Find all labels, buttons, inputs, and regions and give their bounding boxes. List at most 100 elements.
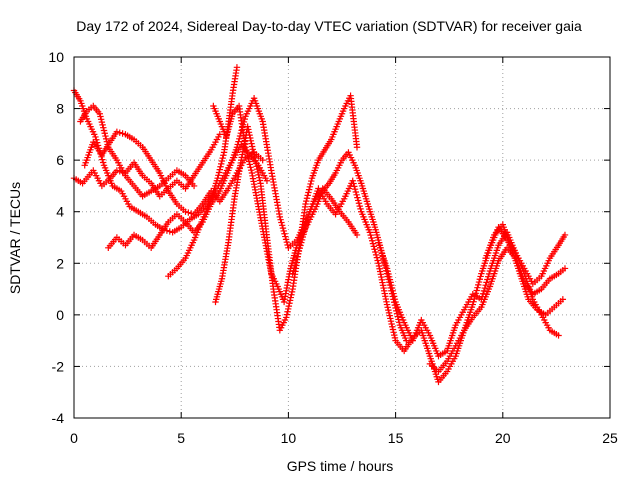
data-point [298, 239, 305, 246]
data-point [291, 261, 299, 269]
x-tick-label: 25 [602, 430, 618, 446]
data-point [297, 242, 304, 249]
data-point [245, 126, 252, 133]
data-point [284, 305, 292, 313]
data-point [287, 294, 294, 301]
data-point [214, 174, 221, 182]
data-point [277, 216, 284, 223]
data-point [351, 183, 358, 190]
data-point [469, 301, 476, 308]
data-point [284, 308, 291, 315]
data-point [384, 268, 391, 275]
data-point [102, 135, 110, 143]
data-point [276, 213, 284, 221]
series-track-10 [375, 229, 569, 360]
data-point [281, 230, 288, 237]
data-point [235, 138, 242, 145]
data-point [371, 246, 378, 253]
data-point [388, 282, 395, 289]
x-tick-label: 15 [388, 430, 404, 446]
data-point [113, 167, 121, 174]
data-point [561, 265, 569, 272]
data-point [294, 253, 301, 260]
data-point [385, 309, 393, 317]
data-point [356, 202, 363, 210]
data-point [282, 233, 289, 240]
data-point [259, 156, 266, 164]
data-point [244, 123, 251, 130]
data-point [308, 177, 315, 185]
data-point [391, 331, 398, 339]
data-point [384, 304, 391, 311]
data-point [263, 177, 271, 184]
data-point [391, 295, 399, 303]
data-point [248, 166, 255, 174]
data-point [190, 182, 198, 190]
data-point [388, 284, 396, 292]
data-point [304, 216, 311, 224]
data-point [393, 310, 401, 317]
data-point [283, 238, 291, 246]
data-point [185, 209, 192, 216]
data-point [306, 183, 314, 190]
data-point [387, 279, 394, 286]
data-point [302, 222, 310, 229]
data-point [475, 281, 482, 289]
data-point [385, 306, 392, 314]
data-point [278, 219, 285, 226]
data-point [483, 279, 490, 286]
data-point [116, 168, 123, 175]
data-point [284, 241, 291, 249]
data-point [250, 151, 258, 159]
data-point [386, 312, 393, 319]
data-point [245, 155, 252, 162]
data-point [242, 144, 249, 151]
data-point [561, 231, 569, 239]
data-point [369, 237, 376, 244]
data-point [119, 130, 126, 137]
data-point [219, 154, 226, 162]
data-point [473, 287, 480, 294]
data-point [302, 200, 309, 208]
data-point [389, 323, 396, 330]
data-point [244, 152, 251, 160]
y-tick-label: 0 [56, 307, 64, 323]
data-point [481, 284, 488, 292]
data-point [298, 236, 306, 244]
data-point [255, 171, 262, 179]
data-point [248, 143, 256, 150]
data-point [352, 188, 360, 196]
data-point [250, 148, 257, 156]
data-point [233, 144, 241, 151]
data-point [246, 131, 253, 139]
chart-title: Day 172 of 2024, Sidereal Day-to-day VTE… [76, 18, 582, 34]
data-point [98, 118, 106, 126]
data-point [477, 273, 484, 280]
data-point [366, 229, 374, 236]
data-point [215, 169, 223, 176]
data-point [369, 240, 377, 247]
data-point [383, 265, 391, 272]
data-point [253, 163, 260, 170]
data-point [290, 267, 297, 274]
data-point [247, 134, 254, 142]
data-point [292, 259, 300, 266]
data-point [286, 297, 294, 304]
data-point [256, 177, 264, 184]
data-point [476, 276, 484, 283]
data-point [116, 129, 123, 136]
data-point [279, 224, 287, 232]
data-point [389, 287, 396, 294]
data-point [305, 186, 313, 193]
data-point [247, 164, 254, 171]
data-point [252, 160, 260, 167]
data-point [555, 332, 562, 339]
x-axis-label: GPS time / hours [287, 458, 394, 474]
data-point [241, 115, 248, 123]
data-point [385, 273, 393, 281]
data-point [482, 282, 489, 289]
data-point [286, 300, 293, 307]
data-point [304, 192, 311, 199]
series-track-12 [482, 221, 567, 319]
data-point [368, 234, 375, 242]
